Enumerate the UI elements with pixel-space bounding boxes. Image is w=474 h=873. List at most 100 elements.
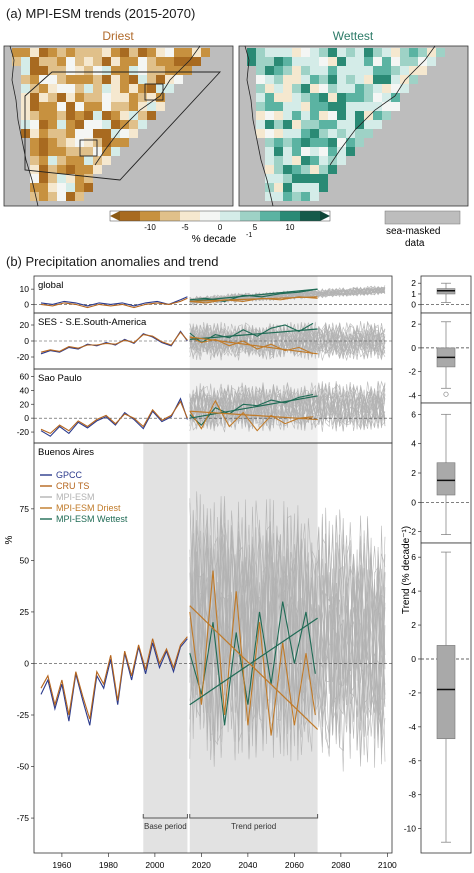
map-grid-cell xyxy=(93,147,102,156)
map-grid-cell xyxy=(265,93,274,102)
box xyxy=(436,462,456,496)
map-grid-cell xyxy=(111,66,120,75)
y-tick-label: 1 xyxy=(411,289,416,299)
panel-title: Buenos Aires xyxy=(38,447,94,458)
trend-line xyxy=(189,395,318,419)
map-grid-cell xyxy=(301,102,310,111)
map-grid-cell xyxy=(346,111,355,120)
map-grid-cell xyxy=(364,66,373,75)
map-grid-cell xyxy=(48,57,57,66)
y-tick-label: 75 xyxy=(20,504,30,514)
map-grid-cell xyxy=(12,48,21,57)
map-grid-cell xyxy=(111,129,120,138)
map-grid-cell xyxy=(310,84,319,93)
map-grid-cell xyxy=(75,75,84,84)
map-grid-cell xyxy=(292,66,301,75)
map-grid-cell xyxy=(75,48,84,57)
map-grid-cell xyxy=(400,57,409,66)
map-grid-cell xyxy=(346,138,355,147)
map-grid-cell xyxy=(120,84,129,93)
map-grid-cell xyxy=(256,111,265,120)
map-grid-cell xyxy=(310,93,319,102)
map-grid-cell xyxy=(165,48,174,57)
map-grid-cell xyxy=(39,57,48,66)
map-grid-cell xyxy=(39,48,48,57)
map-grid-cell xyxy=(66,48,75,57)
map-grid-cell xyxy=(48,102,57,111)
map-grid-cell xyxy=(102,66,111,75)
map-grid-cell xyxy=(39,156,48,165)
map-grid-cell xyxy=(30,156,39,165)
map-grid-cell xyxy=(192,48,201,57)
map-grid-cell xyxy=(310,156,319,165)
map-grid-cell xyxy=(283,183,292,192)
map-grid-cell xyxy=(147,48,156,57)
y-tick-label: -8 xyxy=(408,790,416,800)
map-grid-cell xyxy=(391,48,400,57)
map-grid-cell xyxy=(111,57,120,66)
map-grid-cell xyxy=(93,57,102,66)
map-grid-cell xyxy=(129,102,138,111)
map-grid-cell xyxy=(274,156,283,165)
trend-line xyxy=(189,605,319,730)
map-grid-cell xyxy=(30,147,39,156)
map-grid-cell xyxy=(364,120,373,129)
map-grid-cell xyxy=(292,192,301,201)
map-grid-cell xyxy=(30,48,39,57)
map-grid-cell xyxy=(364,102,373,111)
map-grid-cell xyxy=(129,93,138,102)
map-grid-cell xyxy=(283,174,292,183)
map-grid-cell xyxy=(66,120,75,129)
map-grid-cell xyxy=(256,93,265,102)
map-grid-cell xyxy=(346,129,355,138)
map-grid-cell xyxy=(84,111,93,120)
colorbar-tick-label: -10 xyxy=(144,223,156,232)
map-grid-cell xyxy=(319,183,328,192)
map-grid-cell xyxy=(400,84,409,93)
trend-line xyxy=(189,410,318,421)
map-grid-cell xyxy=(66,156,75,165)
map-grid-cell xyxy=(75,57,84,66)
map-grid-cell xyxy=(319,84,328,93)
map-grid-cell xyxy=(75,111,84,120)
map-grid-cell xyxy=(310,120,319,129)
map-grid-cell xyxy=(39,84,48,93)
ensemble-member-line xyxy=(189,381,386,428)
map-grid-cell xyxy=(138,75,147,84)
map-grid-cell xyxy=(373,93,382,102)
map-grid-cell xyxy=(301,147,310,156)
map-grid-cell xyxy=(57,84,66,93)
map-grid-cell xyxy=(274,138,283,147)
map-grid-cell xyxy=(102,147,111,156)
map-grid-cell xyxy=(310,147,319,156)
map-grid-cell xyxy=(120,129,129,138)
map-grid-cell xyxy=(328,165,337,174)
map-grid-cell xyxy=(382,75,391,84)
y-tick-label: -25 xyxy=(17,710,30,720)
map-grid-cell xyxy=(346,147,355,156)
map-grid-cell xyxy=(274,165,283,174)
map-grid-cell xyxy=(265,111,274,120)
map-grid-cell xyxy=(102,156,111,165)
map-grid-cell xyxy=(138,120,147,129)
map-grid-cell xyxy=(319,57,328,66)
map-grid-cell xyxy=(66,57,75,66)
y-tick-label: 0 xyxy=(411,343,416,353)
map-grid-cell xyxy=(301,111,310,120)
colorbar-tick-label: 0 xyxy=(218,223,223,232)
map-grid-cell xyxy=(292,138,301,147)
series-line-mpi-esm-wettest xyxy=(189,601,316,726)
map-grid-cell xyxy=(337,57,346,66)
map-grid-cell xyxy=(355,129,364,138)
trend-line xyxy=(189,617,318,706)
map-grid-cell xyxy=(48,129,57,138)
map-grid-cell xyxy=(274,174,283,183)
map-grid-cell xyxy=(147,111,156,120)
map-grid-cell xyxy=(21,66,30,75)
map-grid-cell xyxy=(337,156,346,165)
map-grid-cell xyxy=(418,48,427,57)
map-grid-cell xyxy=(75,102,84,111)
map-grid-cell xyxy=(84,183,93,192)
map-grid-cell xyxy=(301,165,310,174)
